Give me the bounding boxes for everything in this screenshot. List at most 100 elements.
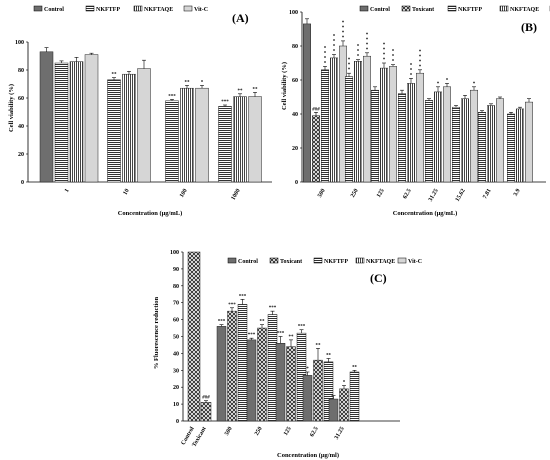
x-tick-label: 31.25 (428, 188, 440, 203)
legend-label: NKFTFP (324, 259, 348, 265)
y-tick-label: 80 (292, 44, 298, 50)
legend-label: NKFTFP (96, 7, 120, 13)
bar (321, 69, 329, 183)
bar (434, 91, 442, 183)
y-tick-label: 40 (292, 112, 298, 118)
y-tick-label: 70 (173, 301, 179, 307)
bar (398, 93, 406, 183)
bar (246, 339, 257, 422)
y-tick-label: 20 (292, 146, 298, 152)
panel-a-xlabel: Concentration (μg/mL) (118, 210, 183, 217)
bar (137, 68, 151, 183)
significance-mark: * (383, 48, 386, 53)
significance-mark: * (410, 63, 413, 68)
bar (345, 76, 353, 183)
bar (200, 402, 212, 422)
significance-mark: ** (238, 89, 244, 94)
significance-mark: * (348, 68, 351, 73)
bar (248, 96, 262, 183)
legend-swatch (447, 5, 457, 12)
y-tick-label: 90 (173, 267, 179, 273)
legend-swatch (269, 257, 279, 264)
legend-label: Control (238, 259, 258, 265)
significance-mark: * (383, 43, 386, 48)
legend-swatch (183, 5, 193, 12)
significance-mark: * (342, 31, 345, 36)
significance-mark: * (366, 43, 369, 48)
legend-swatch (355, 257, 365, 264)
y-tick-label: 40 (18, 124, 24, 130)
legend-label: NKFTFP (458, 7, 482, 13)
y-tick-label: 30 (173, 368, 179, 374)
significance-mark: * (392, 50, 395, 55)
legend-label: Toxicant (412, 7, 434, 13)
bar (275, 343, 286, 422)
panel-a-legend: Control NKFTFP NKFTAQE Vit-C (33, 5, 208, 13)
legend-label: Vit-C (194, 7, 208, 13)
significance-mark: * (342, 36, 345, 41)
bar (187, 251, 201, 422)
bar (216, 326, 227, 422)
bar (267, 314, 278, 422)
x-tick-label: 500 (317, 188, 327, 199)
bar (478, 112, 486, 183)
significance-mark: * (366, 33, 369, 38)
bar (416, 72, 424, 183)
panel-a: Control NKFTFP NKFTAQE Vit-C (A) 0 20 40 60 80 1… (8, 5, 272, 217)
x-tick-label: 250 (350, 188, 360, 199)
legend-label: Toxicant (280, 259, 302, 265)
significance-mark: *** (218, 320, 226, 325)
significance-mark: * (343, 381, 346, 386)
bar (496, 98, 504, 183)
x-tick-label: 7.81 (482, 188, 492, 200)
panel-a-ylabel: Cell viability (%) (8, 84, 15, 132)
y-tick-label: 60 (292, 78, 298, 84)
y-tick-label: 60 (173, 318, 179, 324)
panel-c-ylabel: % Fluorescence reduction (153, 296, 160, 369)
panel-b-label: (B) (521, 20, 537, 34)
y-tick-label: 0 (176, 419, 179, 425)
legend-swatch (499, 5, 509, 12)
significance-mark: * (410, 73, 413, 78)
y-tick-label: 80 (173, 284, 179, 290)
significance-mark: * (419, 50, 422, 55)
x-tick-label: 31.25 (334, 426, 346, 441)
significance-mark: *** (277, 332, 285, 337)
significance-mark: * (333, 35, 336, 40)
legend-label: Control (370, 7, 390, 13)
significance-mark: *** (239, 294, 247, 299)
significance-mark: * (306, 367, 309, 372)
x-tick-label: 500 (224, 426, 234, 437)
y-tick-label: 40 (173, 351, 179, 357)
bar (525, 101, 533, 183)
significance-mark: * (383, 58, 386, 63)
significance-mark: * (392, 55, 395, 60)
legend-swatch (397, 257, 407, 264)
legend-label: NKFTAQE (144, 7, 173, 13)
panel-b-ylabel: Cell viability (%) (281, 62, 288, 110)
significance-mark: ### (202, 396, 210, 401)
significance-mark: *** (221, 100, 229, 105)
y-tick-label: 100 (289, 10, 298, 16)
y-tick-label: 10 (173, 402, 179, 408)
panel-c-xlabel: Concentration (μg/ml) (277, 452, 339, 459)
x-tick-label: 10 (123, 188, 131, 196)
significance-mark: * (410, 68, 413, 73)
x-tick-label: 100 (179, 188, 189, 199)
significance-mark: * (357, 55, 360, 60)
significance-mark: * (419, 55, 422, 60)
bar (286, 346, 296, 422)
legend-swatch (313, 257, 323, 264)
legend-swatch (401, 5, 411, 12)
legend-swatch (359, 5, 369, 12)
x-tick-label: 15.62 (455, 188, 467, 203)
x-tick-label: 250 (254, 426, 264, 437)
significance-mark: * (392, 60, 395, 65)
significance-mark: * (333, 40, 336, 45)
bar (233, 96, 247, 183)
y-tick-label: 20 (18, 152, 24, 158)
bar (39, 51, 54, 183)
